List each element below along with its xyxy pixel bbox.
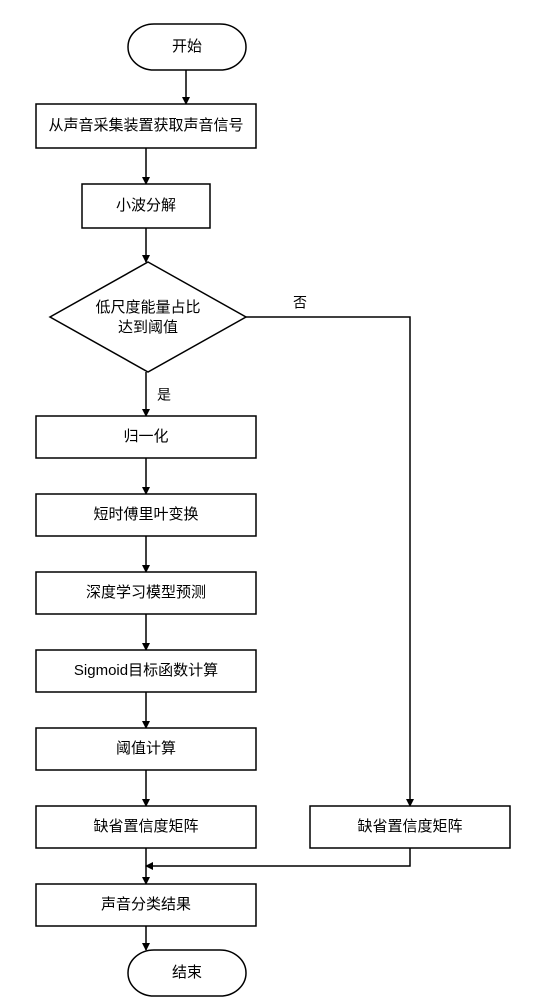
edge-default2-merge [146, 848, 410, 866]
node-acquire-label: 从声音采集装置获取声音信号 [48, 116, 243, 134]
node-sigmoid: Sigmoid目标函数计算 [36, 650, 256, 692]
node-norm-label: 归一化 [123, 428, 168, 445]
node-wavelet: 小波分解 [82, 184, 210, 228]
node-wavelet-label: 小波分解 [116, 197, 176, 214]
node-deep-label: 深度学习模型预测 [86, 584, 206, 601]
node-default1-label: 缺省置信度矩阵 [93, 818, 198, 835]
node-decision: 低尺度能量占比达到阈值 [50, 262, 246, 372]
node-start: 开始 [128, 24, 246, 70]
node-start-label: 开始 [172, 38, 202, 55]
node-stft-label: 短时傅里叶变换 [93, 506, 198, 523]
node-default1: 缺省置信度矩阵 [36, 806, 256, 848]
edge-label-decision-default2: 否 [293, 295, 307, 311]
node-end: 结束 [128, 950, 246, 996]
node-deep: 深度学习模型预测 [36, 572, 256, 614]
node-default2-label: 缺省置信度矩阵 [357, 818, 462, 835]
node-result-label: 声音分类结果 [101, 895, 191, 913]
node-result: 声音分类结果 [36, 884, 256, 926]
node-stft: 短时傅里叶变换 [36, 494, 256, 536]
node-thresh: 阈值计算 [36, 728, 256, 770]
edge-decision-default2 [246, 317, 410, 806]
node-acquire: 从声音采集装置获取声音信号 [36, 104, 256, 148]
node-decision-label2: 达到阈值 [118, 319, 178, 336]
node-thresh-label: 阈值计算 [116, 739, 176, 757]
node-decision-label1: 低尺度能量占比 [95, 299, 200, 316]
node-default2: 缺省置信度矩阵 [310, 806, 510, 848]
nodes-layer: 开始从声音采集装置获取声音信号小波分解低尺度能量占比达到阈值归一化短时傅里叶变换… [36, 24, 510, 996]
node-end-label: 结束 [172, 964, 202, 981]
node-sigmoid-label: Sigmoid目标函数计算 [74, 661, 218, 679]
node-norm: 归一化 [36, 416, 256, 458]
edge-label-decision-norm: 是 [157, 387, 171, 403]
